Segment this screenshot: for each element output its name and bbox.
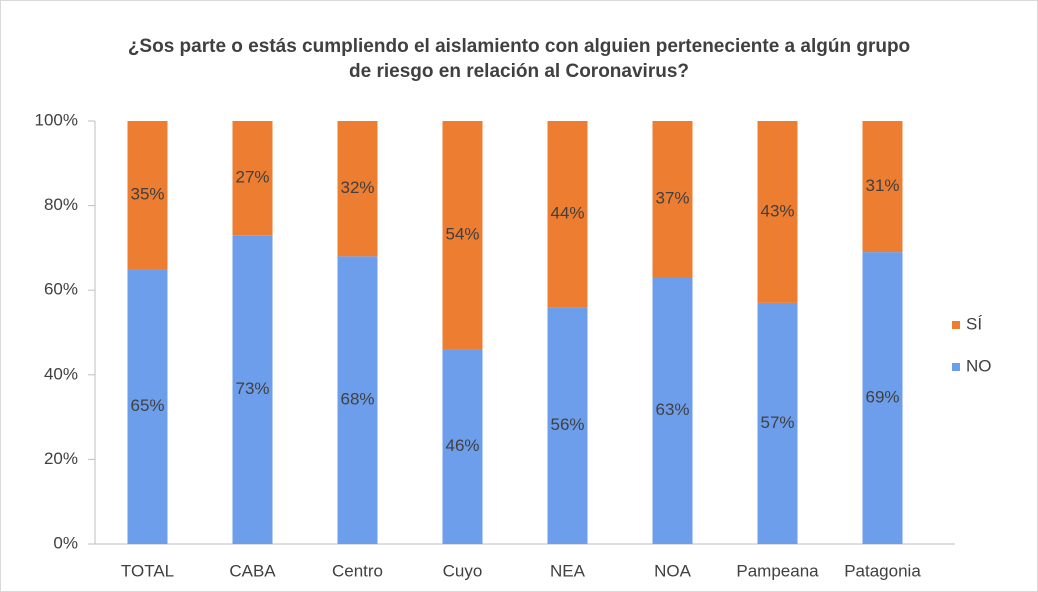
bar-segment [652, 121, 693, 278]
bar-segment [757, 302, 798, 544]
data-label: 63% [655, 400, 689, 419]
data-label: 35% [130, 185, 164, 204]
x-tick-label: Patagonia [844, 561, 921, 580]
legend-swatch [952, 363, 960, 371]
x-tick-label: TOTAL [121, 561, 174, 580]
bar-segment [442, 349, 483, 544]
x-tick-label: NEA [550, 561, 586, 580]
bar-segment [652, 277, 693, 544]
y-tick-label: 40% [44, 364, 78, 383]
data-label: 68% [340, 390, 374, 409]
x-tick-label: Cuyo [443, 561, 483, 580]
y-tick-label: 80% [44, 195, 78, 214]
y-tick-label: 20% [44, 449, 78, 468]
y-tick-label: 60% [44, 280, 78, 299]
data-label: 69% [865, 388, 899, 407]
x-tick-label: Centro [332, 561, 383, 580]
legend-label: NO [966, 356, 992, 375]
legend-swatch [952, 321, 960, 329]
data-label: 31% [865, 176, 899, 195]
data-label: 32% [340, 178, 374, 197]
bar-segment [337, 121, 378, 257]
data-label: 27% [235, 168, 269, 187]
x-tick-label: Pampeana [736, 561, 819, 580]
x-tick-label: CABA [229, 561, 276, 580]
bar-segment [547, 307, 588, 544]
data-label: 73% [235, 379, 269, 398]
chart-title: ¿Sos parte o estás cumpliendo el aislami… [127, 36, 911, 82]
bar-segment [127, 121, 168, 270]
bar-segment [862, 252, 903, 544]
legend-label: SÍ [966, 314, 982, 333]
data-label: 65% [130, 396, 164, 415]
data-label: 54% [445, 225, 479, 244]
bar-segment [127, 269, 168, 544]
y-tick-label: 0% [53, 533, 78, 552]
bar-segment [337, 256, 378, 544]
data-label: 56% [550, 415, 584, 434]
bar-segment [442, 121, 483, 350]
bar-segment [757, 121, 798, 303]
bar-segment [862, 121, 903, 253]
bar-segment [232, 121, 273, 236]
data-label: 44% [550, 204, 584, 223]
data-label: 37% [655, 189, 689, 208]
bar-segment [232, 235, 273, 544]
bar-segment [547, 121, 588, 308]
y-tick-label: 100% [35, 110, 78, 129]
data-label: 46% [445, 436, 479, 455]
data-label: 43% [760, 201, 794, 220]
data-label: 57% [760, 413, 794, 432]
x-tick-label: NOA [654, 561, 692, 580]
